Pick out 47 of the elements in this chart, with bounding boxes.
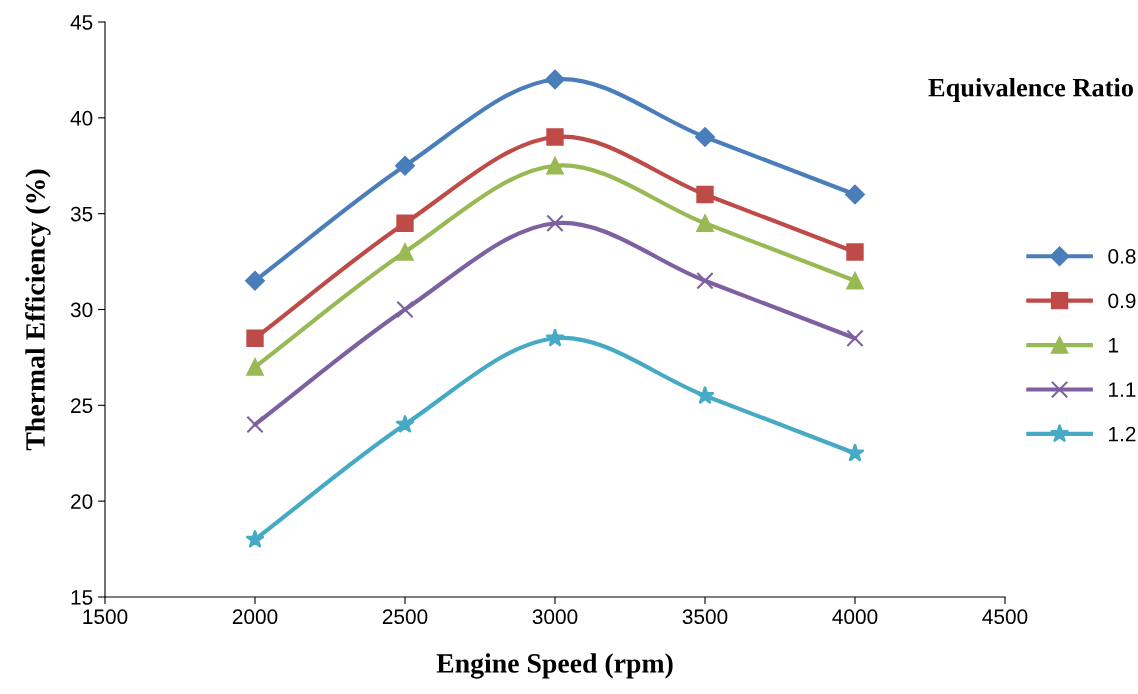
legend-title: Equivalence Ratio — [928, 78, 1133, 102]
legend-label: 1.1 — [1109, 382, 1136, 397]
point — [845, 443, 865, 462]
point — [396, 243, 414, 261]
point — [246, 329, 264, 347]
y-axis-title: Thermal Efficiency (%) — [25, 169, 51, 451]
y-tick-label: 40 — [70, 110, 93, 126]
legend-label: 0.9 — [1108, 293, 1136, 309]
y-tick-label: 35 — [70, 206, 93, 222]
point — [846, 272, 864, 290]
point — [545, 69, 565, 90]
y-tick-label: 20 — [71, 494, 93, 509]
point — [545, 328, 565, 347]
point — [246, 415, 264, 434]
point — [395, 155, 415, 176]
x-tick-label: 4000 — [832, 609, 878, 625]
point — [395, 414, 415, 433]
x-tick-label: 3000 — [532, 609, 578, 625]
x-axis-title: Engine Speed (rpm) — [436, 653, 673, 679]
x-tick-label: 3500 — [682, 609, 728, 625]
point — [396, 214, 414, 232]
point — [696, 272, 714, 290]
legend-label: 1.2 — [1109, 426, 1136, 442]
point — [845, 184, 865, 205]
point — [546, 214, 564, 232]
point — [696, 185, 714, 204]
point — [846, 243, 864, 261]
point — [245, 529, 265, 548]
point — [396, 300, 414, 319]
point — [695, 385, 715, 405]
point — [546, 157, 564, 175]
point — [546, 128, 564, 146]
x-tick-label: 1500 — [83, 609, 128, 625]
y-tick-label: 15 — [71, 590, 93, 605]
x-tick-label: 2500 — [382, 609, 428, 625]
point — [246, 358, 264, 376]
legend-label: 1 — [1109, 338, 1119, 353]
point — [846, 329, 864, 347]
x-tick-label: 4500 — [982, 609, 1028, 625]
x-tick-label: 2000 — [232, 609, 278, 625]
y-tick-label: 25 — [71, 398, 93, 414]
legend-label: 0.8 — [1108, 249, 1136, 264]
y-tick-label: 30 — [70, 302, 93, 318]
point — [245, 270, 265, 291]
point — [696, 214, 714, 232]
y-tick-label: 45 — [70, 15, 93, 30]
point — [695, 127, 715, 147]
